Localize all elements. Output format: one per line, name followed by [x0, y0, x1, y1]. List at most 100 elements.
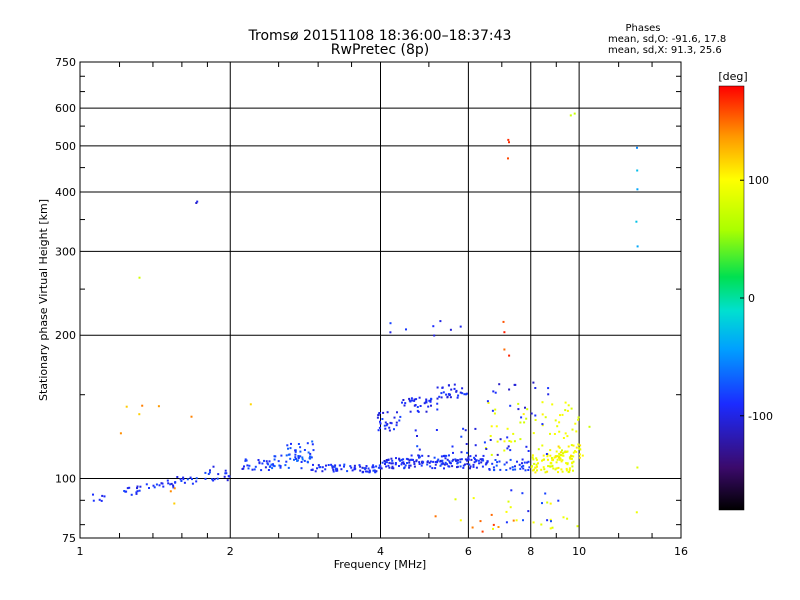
y-tick-label: 100 [55, 473, 76, 486]
data-point [389, 421, 392, 424]
data-point [503, 331, 506, 334]
data-point [303, 459, 306, 462]
data-point [467, 456, 470, 459]
data-point [461, 387, 464, 390]
data-point [549, 518, 552, 521]
data-point [299, 455, 302, 458]
data-point [391, 459, 394, 462]
data-point [402, 399, 405, 401]
data-point [549, 502, 552, 505]
data-point [408, 459, 411, 462]
data-point [436, 408, 439, 411]
data-point [418, 456, 421, 459]
data-point [393, 428, 395, 431]
data-point [427, 405, 430, 408]
data-point [466, 451, 469, 454]
data-point [385, 424, 388, 427]
data-point [559, 414, 561, 417]
data-point [380, 467, 383, 470]
data-point [499, 438, 502, 441]
data-point [502, 320, 505, 323]
data-point [557, 466, 560, 469]
data-point [135, 492, 138, 495]
data-point [571, 465, 574, 468]
data-point [531, 456, 534, 459]
data-point [555, 450, 558, 453]
data-point [368, 470, 371, 473]
data-point [279, 465, 282, 468]
data-point [195, 480, 198, 483]
data-point [170, 482, 173, 485]
data-point [492, 466, 495, 469]
data-point [338, 464, 341, 467]
data-point [404, 464, 407, 467]
data-point [513, 440, 516, 443]
data-point [448, 460, 451, 463]
data-point [572, 460, 575, 463]
y-tick-label: 750 [55, 56, 76, 69]
data-point [242, 467, 245, 470]
data-point [226, 479, 229, 482]
data-point [443, 467, 445, 470]
data-point [260, 469, 263, 472]
data-point [436, 386, 439, 389]
data-point [570, 407, 573, 410]
data-point [566, 435, 569, 438]
data-point [141, 404, 144, 407]
data-point [444, 461, 447, 464]
data-point [473, 456, 476, 459]
data-point [312, 449, 315, 452]
data-point [372, 464, 375, 467]
data-point [540, 523, 543, 526]
data-point [494, 391, 497, 394]
data-point [376, 416, 379, 419]
data-point [519, 421, 522, 424]
data-point [567, 445, 570, 448]
data-point [559, 454, 562, 456]
data-point [515, 519, 518, 522]
data-point [576, 525, 579, 528]
data-point [474, 454, 477, 457]
data-point [223, 475, 226, 478]
data-point [445, 393, 448, 396]
data-point [413, 465, 416, 468]
data-point [429, 399, 432, 402]
data-point [527, 450, 530, 452]
data-point [373, 469, 376, 472]
data-point [409, 400, 412, 403]
data-point [432, 325, 435, 328]
data-point [566, 463, 569, 466]
data-point [528, 466, 531, 469]
x-axis-label: Frequency [MHz] [334, 558, 426, 571]
data-point [174, 481, 177, 484]
data-point [551, 403, 554, 406]
data-point [425, 399, 428, 402]
data-point [534, 387, 537, 389]
data-point [257, 459, 260, 461]
data-point [293, 458, 295, 461]
data-point [439, 320, 442, 323]
data-point [554, 455, 557, 458]
data-point [510, 440, 513, 443]
data-point [579, 453, 581, 456]
data-point [503, 463, 506, 466]
data-point [496, 440, 499, 443]
data-point [518, 463, 521, 466]
data-point [386, 411, 389, 414]
data-point [294, 453, 297, 456]
data-point [309, 457, 312, 460]
data-point [506, 436, 509, 439]
data-point [572, 451, 575, 454]
data-point [522, 467, 525, 470]
data-point [507, 445, 510, 448]
data-point [419, 405, 422, 407]
data-point [558, 458, 561, 461]
data-point [100, 499, 103, 502]
data-point [388, 429, 391, 432]
data-point [532, 458, 535, 461]
data-point [541, 423, 544, 426]
data-point [162, 485, 165, 488]
data-point [557, 445, 560, 448]
data-point [503, 348, 506, 351]
data-point [212, 465, 215, 468]
